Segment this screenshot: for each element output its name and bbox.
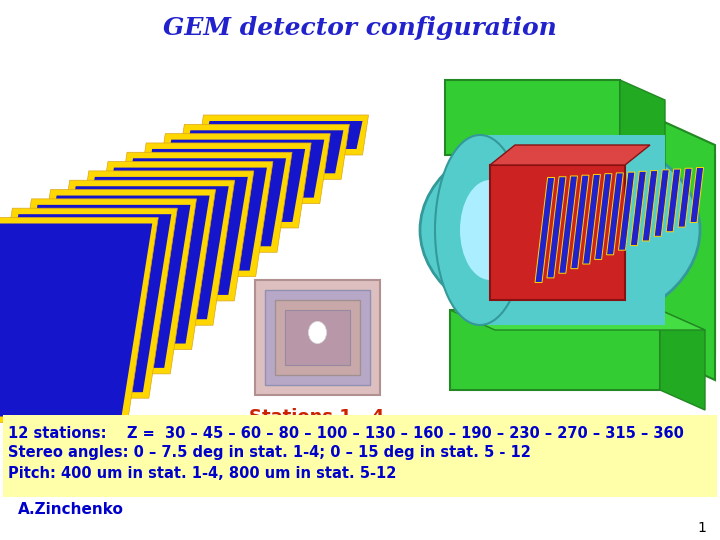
Polygon shape — [182, 130, 343, 173]
Bar — [615, 155, 715, 355]
Bar — [480, 135, 665, 325]
Bar — [285, 310, 350, 365]
Circle shape — [212, 181, 220, 190]
Polygon shape — [559, 176, 577, 273]
Polygon shape — [654, 170, 669, 237]
Polygon shape — [535, 178, 554, 282]
Polygon shape — [32, 195, 210, 343]
Polygon shape — [197, 115, 369, 155]
Ellipse shape — [490, 183, 630, 278]
Polygon shape — [155, 133, 330, 204]
Polygon shape — [0, 214, 171, 392]
Polygon shape — [133, 143, 311, 228]
Text: 12 stations:    Z =  30 – 45 – 60 – 80 – 100 – 130 – 160 – 190 – 230 – 270 – 315: 12 stations: Z = 30 – 45 – 60 – 80 – 100… — [8, 426, 684, 441]
Polygon shape — [161, 140, 324, 198]
Polygon shape — [48, 180, 235, 325]
Circle shape — [148, 232, 156, 240]
Polygon shape — [140, 149, 305, 222]
Text: Stations 1 - 4: Stations 1 - 4 — [249, 408, 384, 426]
Polygon shape — [91, 161, 273, 276]
Bar — [3, 415, 717, 497]
Circle shape — [84, 282, 91, 291]
Polygon shape — [176, 124, 349, 179]
Polygon shape — [54, 186, 229, 319]
Polygon shape — [69, 171, 254, 301]
Polygon shape — [631, 171, 647, 246]
Text: 1: 1 — [697, 521, 706, 535]
Circle shape — [127, 249, 135, 256]
Polygon shape — [678, 168, 692, 227]
Polygon shape — [445, 80, 620, 155]
Polygon shape — [606, 173, 624, 255]
Polygon shape — [0, 218, 158, 422]
Bar — [265, 290, 370, 385]
Circle shape — [105, 266, 113, 274]
Ellipse shape — [435, 135, 525, 325]
Bar — [275, 300, 360, 375]
Polygon shape — [5, 199, 197, 374]
Circle shape — [255, 148, 263, 156]
Circle shape — [169, 215, 177, 223]
Polygon shape — [690, 167, 703, 222]
Text: A.Zinchenko: A.Zinchenko — [18, 503, 124, 517]
Polygon shape — [112, 152, 292, 252]
Polygon shape — [490, 145, 650, 165]
Polygon shape — [660, 120, 715, 380]
Polygon shape — [0, 224, 152, 416]
Ellipse shape — [308, 321, 326, 343]
Polygon shape — [118, 158, 286, 246]
Circle shape — [233, 165, 241, 173]
Polygon shape — [595, 174, 612, 259]
Polygon shape — [96, 167, 267, 271]
Text: Stereo angles: 0 – 7.5 deg in stat. 1-4; 0 – 15 deg in stat. 5 - 12: Stereo angles: 0 – 7.5 deg in stat. 1-4;… — [8, 446, 531, 461]
Polygon shape — [12, 205, 191, 368]
Ellipse shape — [460, 180, 520, 280]
Polygon shape — [660, 310, 705, 410]
Text: GEM detector configuration: GEM detector configuration — [163, 16, 557, 40]
Polygon shape — [620, 80, 665, 175]
Text: Pitch: 400 um in stat. 1-4, 800 um in stat. 5-12: Pitch: 400 um in stat. 1-4, 800 um in st… — [8, 465, 397, 481]
Polygon shape — [618, 172, 635, 250]
Polygon shape — [666, 169, 680, 232]
Polygon shape — [0, 208, 177, 398]
Ellipse shape — [420, 130, 700, 330]
Bar — [255, 280, 380, 395]
Polygon shape — [642, 171, 658, 241]
Bar — [490, 165, 625, 300]
Polygon shape — [27, 190, 215, 349]
Circle shape — [276, 131, 284, 139]
Polygon shape — [547, 177, 566, 278]
Polygon shape — [571, 175, 589, 269]
Polygon shape — [450, 310, 660, 390]
Polygon shape — [76, 177, 248, 295]
Polygon shape — [582, 174, 600, 264]
Circle shape — [191, 198, 199, 206]
Polygon shape — [450, 310, 705, 330]
Polygon shape — [204, 121, 362, 149]
